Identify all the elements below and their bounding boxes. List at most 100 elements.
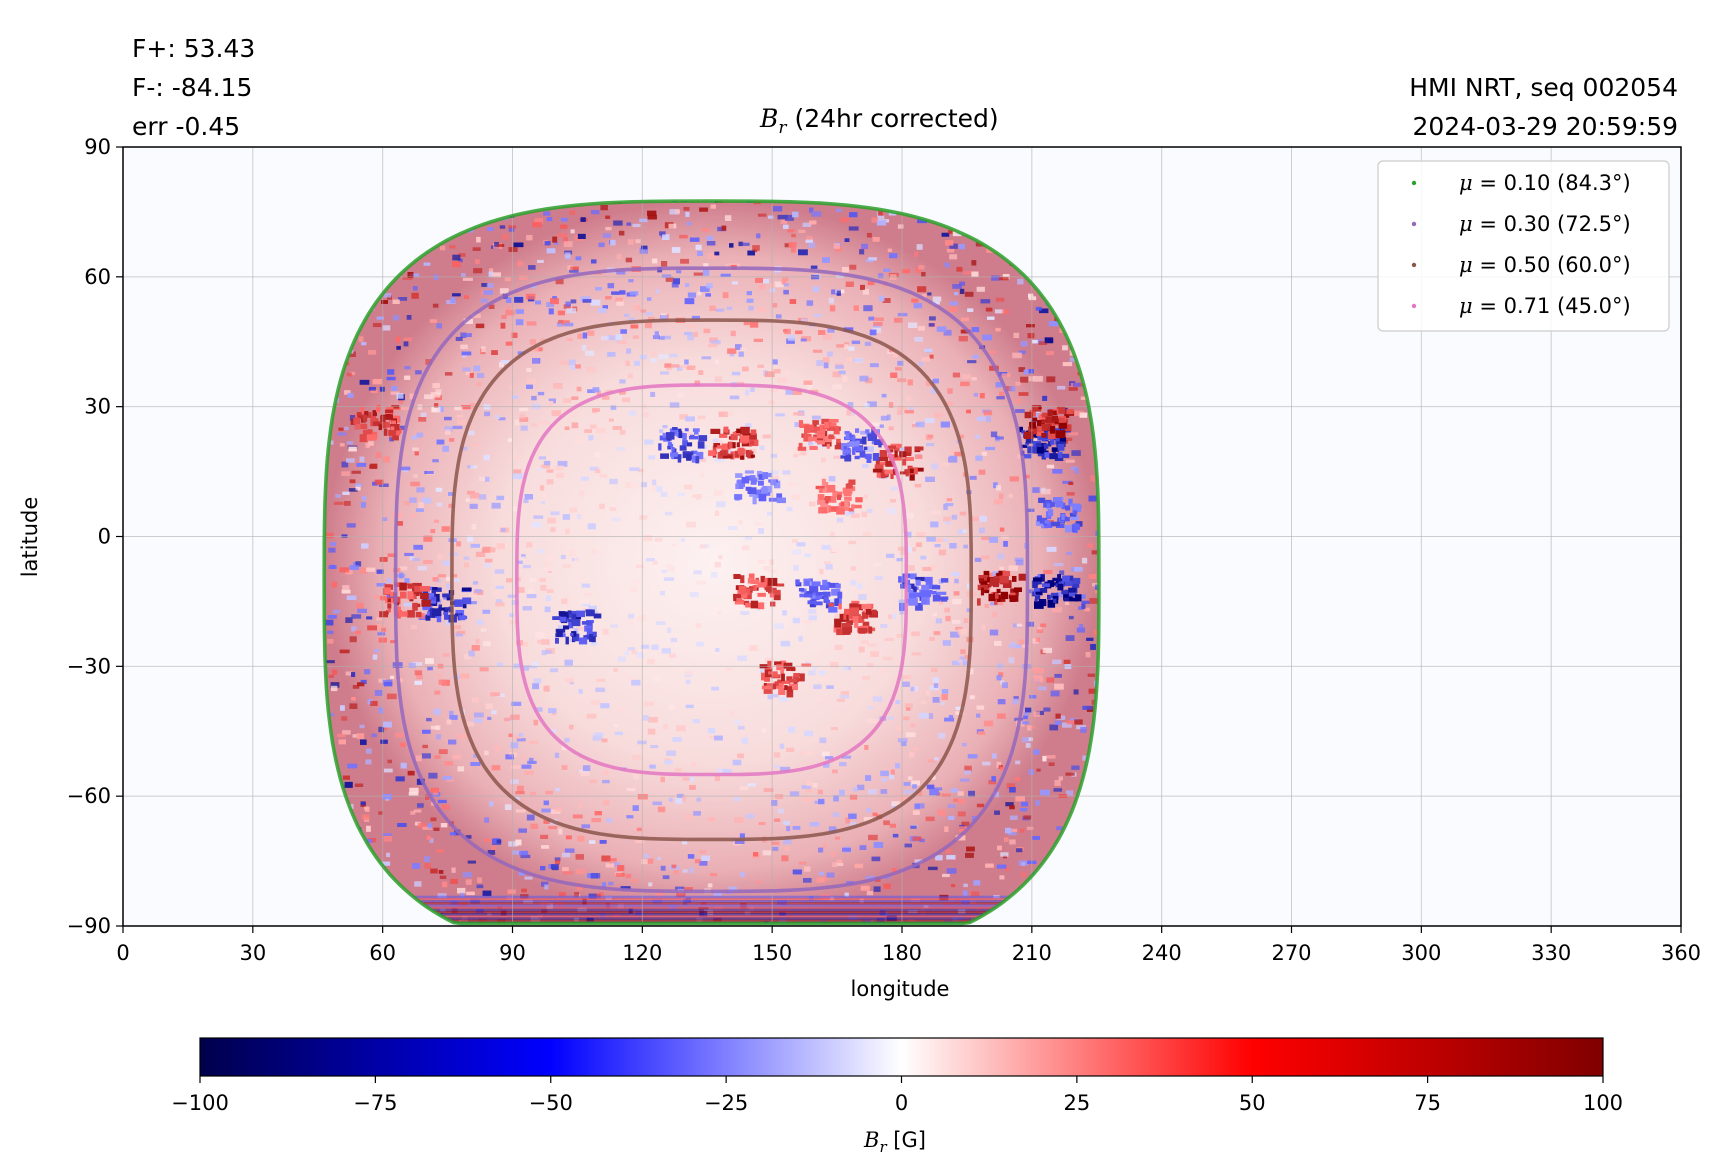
noise-pixel <box>546 596 551 602</box>
noise-pixel <box>579 803 584 808</box>
noise-pixel <box>986 416 991 422</box>
noise-pixel <box>651 486 656 491</box>
noise-pixel <box>949 715 953 719</box>
noise-pixel <box>681 538 685 542</box>
noise-pixel <box>522 755 526 759</box>
noise-pixel <box>874 886 881 892</box>
noise-pixel <box>740 833 745 837</box>
noise-pixel <box>870 651 879 657</box>
noise-pixel <box>981 299 991 303</box>
noise-pixel <box>925 477 935 482</box>
noise-pixel <box>773 694 779 698</box>
colorbar-tick-label: 100 <box>1583 1091 1623 1115</box>
noise-pixel <box>613 221 622 226</box>
noise-pixel <box>662 274 671 278</box>
noise-pixel <box>373 655 377 660</box>
noise-pixel <box>663 875 670 879</box>
noise-pixel <box>591 259 597 263</box>
noise-pixel <box>360 740 367 745</box>
noise-pixel <box>555 788 559 791</box>
noise-pixel <box>561 598 567 604</box>
noise-pixel <box>653 335 660 339</box>
noise-pixel <box>996 485 1001 490</box>
noise-pixel <box>661 492 668 497</box>
noise-pixel <box>812 667 817 670</box>
noise-pixel <box>590 642 597 646</box>
noise-pixel <box>412 863 420 869</box>
noise-pixel <box>835 645 843 650</box>
noise-pixel <box>1023 716 1028 719</box>
noise-pixel <box>539 456 546 459</box>
noise-pixel <box>348 447 356 452</box>
noise-pixel <box>952 515 958 520</box>
noise-pixel <box>413 286 418 291</box>
noise-pixel <box>483 290 493 294</box>
noise-pixel <box>452 255 460 261</box>
noise-pixel <box>581 771 590 776</box>
noise-pixel <box>458 766 465 771</box>
noise-pixel <box>906 396 910 401</box>
noise-pixel <box>355 631 361 635</box>
noise-pixel <box>1079 624 1083 629</box>
noise-pixel <box>605 296 612 300</box>
noise-pixel <box>678 393 684 398</box>
noise-pixel <box>925 418 934 423</box>
noise-pixel <box>340 567 350 572</box>
noise-pixel <box>951 884 955 887</box>
noise-pixel <box>524 877 532 880</box>
noise-pixel <box>970 695 975 699</box>
noise-pixel <box>837 860 843 864</box>
noise-pixel <box>985 864 994 868</box>
noise-pixel <box>870 330 877 336</box>
noise-pixel <box>1001 535 1009 539</box>
noise-pixel <box>888 249 892 252</box>
noise-pixel <box>470 504 478 509</box>
noise-pixel <box>837 863 843 866</box>
noise-pixel <box>908 323 917 329</box>
noise-pixel <box>1015 761 1020 765</box>
noise-pixel <box>823 357 830 362</box>
noise-pixel <box>624 652 629 655</box>
noise-pixel <box>545 650 552 654</box>
noise-pixel <box>564 323 573 327</box>
colorbar-tick-label: −25 <box>704 1091 748 1115</box>
noise-pixel <box>603 233 611 238</box>
noise-pixel <box>471 544 480 548</box>
noise-pixel <box>387 369 394 374</box>
noise-pixel <box>884 884 891 889</box>
noise-pixel <box>933 613 937 616</box>
noise-pixel <box>798 230 805 233</box>
noise-pixel <box>443 561 450 566</box>
noise-pixel <box>673 870 679 874</box>
noise-pixel <box>919 362 923 366</box>
noise-pixel <box>624 314 629 317</box>
noise-pixel <box>992 612 997 617</box>
noise-pixel <box>833 456 841 459</box>
noise-pixel <box>521 557 525 561</box>
noise-pixel <box>560 360 568 365</box>
noise-pixel <box>579 491 584 497</box>
noise-pixel <box>849 541 856 544</box>
noise-pixel <box>861 640 869 644</box>
noise-pixel <box>632 224 640 227</box>
noise-pixel <box>1036 769 1040 772</box>
noise-pixel <box>595 811 602 815</box>
noise-pixel <box>758 560 766 564</box>
noise-pixel <box>393 300 400 304</box>
noise-pixel <box>929 316 936 320</box>
noise-pixel <box>527 594 537 598</box>
noise-pixel <box>569 550 575 556</box>
noise-pixel <box>325 533 334 539</box>
colorbar-tick-label: 0 <box>895 1091 908 1115</box>
noise-pixel <box>586 367 595 373</box>
noise-pixel <box>553 383 563 389</box>
noise-pixel <box>793 870 802 875</box>
noise-pixel <box>591 700 601 705</box>
noise-pixel <box>929 789 939 795</box>
noise-pixel <box>1066 460 1075 463</box>
noise-pixel <box>484 412 490 417</box>
noise-pixel <box>849 226 859 230</box>
noise-pixel <box>418 566 427 570</box>
noise-pixel <box>558 311 565 316</box>
noise-pixel <box>524 771 533 775</box>
